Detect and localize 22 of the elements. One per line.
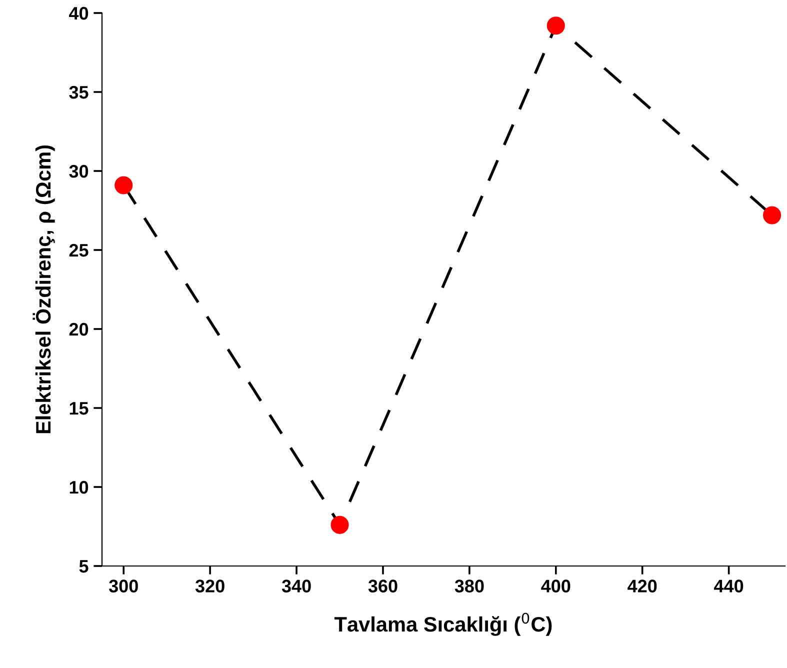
y-tick-label: 30 — [69, 164, 88, 178]
x-tick-label: 340 — [282, 580, 311, 592]
y-tick-label: 20 — [69, 322, 88, 336]
x-tick-label: 440 — [714, 580, 744, 592]
x-axis-title: Tavlama Sıcaklığı ($^{0}$C) — [334, 612, 552, 636]
x-tick-label: 420 — [628, 580, 657, 592]
y-tick-label: 10 — [70, 480, 88, 494]
x-tick-label: 400 — [541, 580, 570, 592]
y-tick-label: 5 — [79, 560, 88, 573]
point — [763, 206, 782, 224]
x-tick-label: 380 — [454, 580, 484, 592]
point — [330, 516, 349, 534]
x-tick-label: 360 — [368, 580, 398, 592]
y-axis-title: Elektriksel Özdirenç, ρ (Ωcm) — [32, 145, 55, 434]
x-tick-label: 300 — [108, 580, 138, 592]
y-tick-label: 25 — [69, 244, 88, 257]
y-tick-label: 35 — [69, 86, 88, 99]
y-tick-label: 40 — [69, 6, 88, 20]
point — [546, 16, 565, 35]
y-tick-label: 15 — [70, 402, 88, 415]
point — [114, 176, 133, 194]
x-tick-label: 320 — [195, 580, 224, 592]
